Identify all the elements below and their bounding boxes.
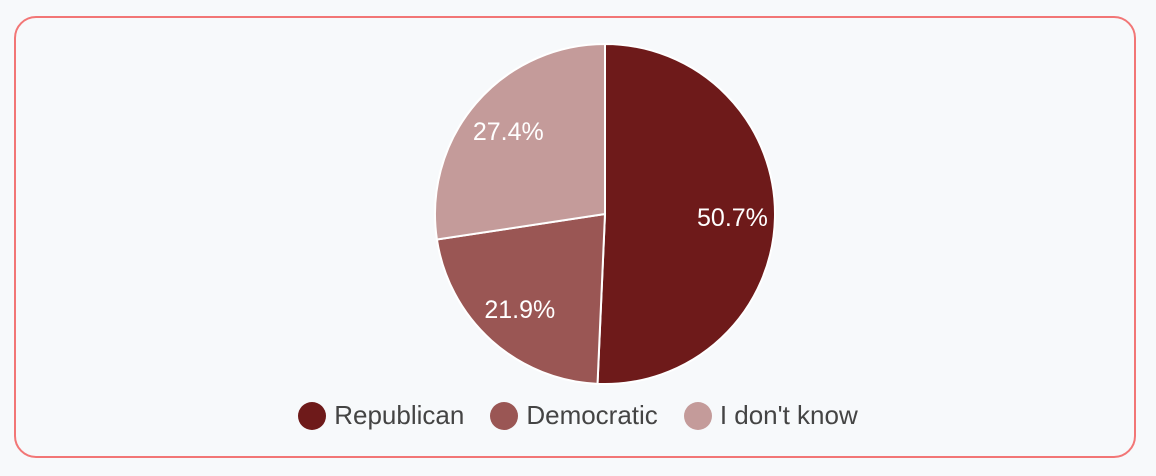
legend-item-0[interactable]: Republican: [298, 400, 464, 431]
legend-label: Democratic: [526, 400, 658, 430]
legend-swatch: [490, 401, 519, 430]
slice-label-1: 21.9%: [484, 296, 555, 324]
legend: Republican Democratic I don't know: [0, 400, 1156, 431]
legend-label: I don't know: [719, 400, 858, 430]
slice-label-0: 50.7%: [697, 204, 768, 232]
legend-swatch: [298, 401, 327, 430]
legend-item-2[interactable]: I don't know: [683, 400, 858, 431]
pie-slice-1: [435, 212, 607, 385]
pie-slice-2: [434, 42, 606, 241]
legend-swatch: [683, 401, 712, 430]
legend-item-1[interactable]: Democratic: [490, 400, 658, 431]
legend-label: Republican: [334, 400, 465, 430]
slice-label-2: 27.4%: [473, 118, 544, 146]
pie-slice-0: [596, 42, 776, 385]
